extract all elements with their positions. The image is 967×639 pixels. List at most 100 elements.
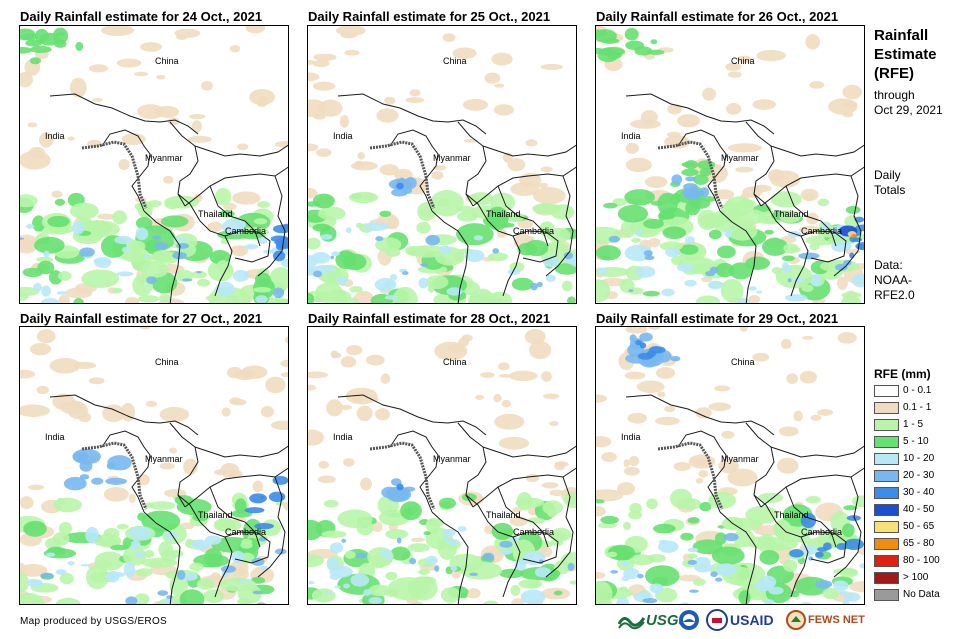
rain-area-10-20 [736, 298, 751, 303]
moderate-rain-area [356, 519, 374, 536]
legend-item: 1 - 5 [874, 418, 923, 431]
moderate-rain-area [37, 260, 55, 275]
no-data-strip [657, 140, 724, 209]
moderate-rain-area [253, 286, 272, 293]
light-rain-area [625, 157, 652, 173]
place-label-china: China [155, 357, 179, 367]
place-label-myanmar: Myanmar [721, 153, 759, 163]
country-border [545, 175, 574, 277]
rain-area-10-20 [334, 585, 341, 589]
rain-area-20-30 [689, 589, 699, 593]
rain-area-10-20 [320, 234, 333, 240]
light-rain-area [648, 327, 660, 330]
light-rain-area [39, 132, 54, 148]
usgs-text: USGS [646, 611, 689, 629]
rain-area-10-20 [191, 539, 210, 551]
moderate-rain-area [128, 240, 146, 253]
rain-area-20-30 [699, 187, 710, 198]
moderate-rain-area [658, 211, 676, 220]
light-rain-area [725, 103, 742, 115]
moderate-rain-area [623, 521, 631, 531]
rain-area-10-20 [438, 245, 452, 255]
moderate-rain-area [20, 592, 45, 604]
light-rain-area [501, 399, 511, 408]
light-rain-area [494, 413, 525, 430]
light-rain-area [802, 335, 814, 340]
country-border [512, 531, 559, 564]
moderate-rain-area [81, 269, 120, 288]
rain-area-10-20 [214, 286, 222, 292]
light-rain-area [540, 166, 553, 173]
moderate-rain-area [483, 600, 499, 604]
rain-area-10-20 [810, 274, 822, 287]
light-rain-area [702, 87, 717, 101]
moderate-rain-area [160, 215, 189, 228]
legend-swatch [874, 537, 899, 550]
light-rain-area [647, 238, 661, 247]
moderate-rain-area [561, 280, 573, 292]
data-label: Data: [874, 258, 903, 272]
legend-swatch [874, 401, 899, 414]
rain-area-10-20 [308, 580, 315, 585]
rain-area-20-30 [723, 532, 739, 542]
light-rain-area [508, 370, 538, 382]
light-rain-area [88, 377, 105, 385]
light-rain-area [357, 151, 365, 160]
no-data-strip [81, 441, 148, 510]
moderate-rain-area [757, 492, 784, 503]
panel-title-1: Daily Rainfall estimate for 24 Oct., 202… [20, 9, 263, 24]
legend-swatch [874, 486, 899, 499]
no-data-strip [657, 441, 724, 510]
moderate-rain-area [695, 295, 721, 303]
rain-area-20-30 [330, 255, 334, 260]
rain-area [30, 45, 52, 54]
rain-area-10-20 [831, 240, 852, 253]
legend-swatch [874, 469, 899, 482]
noaa-emblem-icon [679, 610, 699, 630]
light-rain-area [308, 371, 329, 379]
legend-swatch [874, 384, 899, 397]
moderate-rain-area [720, 278, 744, 303]
light-rain-area [207, 221, 223, 232]
moderate-rain-area [69, 202, 99, 220]
moderate-rain-area [418, 569, 430, 575]
rainfall-map-25-oct: China India Myanmar Thailand Cambodia [307, 25, 577, 304]
rain-area-10-20 [545, 274, 556, 282]
light-rain-area [718, 458, 739, 474]
moderate-rain-area [20, 194, 38, 208]
rain-area-10-20 [680, 602, 690, 604]
country-border [169, 121, 199, 207]
light-rain-area [116, 58, 142, 68]
moderate-rain-area [596, 279, 611, 303]
country-border [625, 394, 775, 436]
country-border [49, 394, 199, 436]
moderate-rain-area [669, 488, 693, 509]
light-rain-area [318, 460, 330, 469]
light-rain-area [201, 80, 213, 91]
moderate-rain-area [617, 204, 649, 223]
rain-area [20, 46, 33, 54]
moderate-rain-area [308, 292, 315, 303]
country-border [209, 185, 261, 247]
rain-area-20-30 [274, 548, 287, 555]
moderate-rain-area [779, 211, 801, 223]
light-rain-area [596, 394, 607, 403]
light-rain-area [549, 421, 559, 426]
light-rain-area [159, 406, 189, 422]
place-label-myanmar: Myanmar [145, 153, 183, 163]
moderate-rain-area [822, 587, 840, 600]
moderate-rain-area [253, 218, 268, 225]
light-rain-area [525, 139, 538, 147]
light-rain-area [752, 99, 776, 110]
rain-area-20-30 [563, 251, 574, 260]
light-rain-area [511, 598, 525, 604]
light-rain-area [36, 329, 56, 344]
country-border [800, 230, 847, 263]
light-rain-area [748, 295, 761, 303]
rain-area-10-20 [363, 222, 389, 231]
legend-label: 1 - 5 [903, 419, 924, 430]
rain-area-10-20 [329, 565, 353, 578]
rain-area-10-20 [324, 591, 332, 595]
data-source-1: NOAA- [874, 273, 913, 287]
rain-area-10-20 [350, 573, 370, 587]
